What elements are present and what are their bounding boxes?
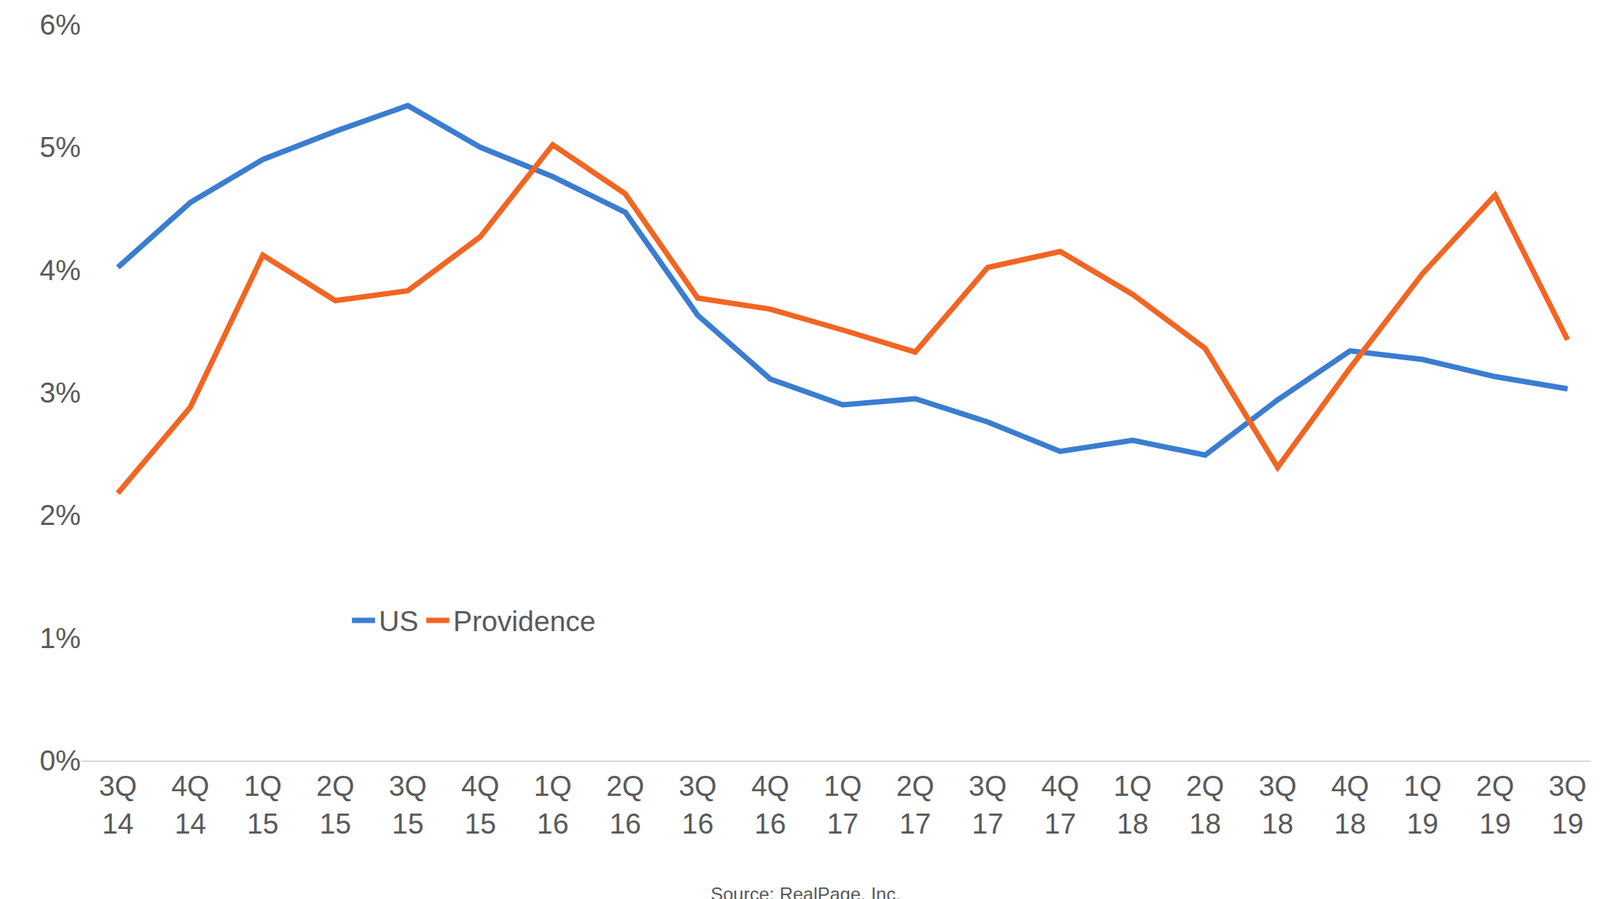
svg-text:3Q18: 3Q18 (1258, 770, 1297, 840)
svg-text:Source: RealPage, Inc.: Source: RealPage, Inc. (710, 883, 901, 899)
svg-text:4Q15: 4Q15 (461, 770, 499, 840)
svg-text:2Q15: 2Q15 (316, 770, 355, 840)
svg-text:1Q16: 1Q16 (533, 770, 572, 840)
svg-text:Providence: Providence (453, 605, 596, 638)
svg-text:3Q17: 3Q17 (968, 770, 1007, 840)
svg-text:2Q17: 2Q17 (896, 770, 934, 840)
svg-text:3Q15: 3Q15 (388, 770, 427, 840)
svg-text:4Q14: 4Q14 (171, 770, 210, 840)
svg-text:4Q18: 4Q18 (1331, 770, 1370, 840)
svg-text:1Q17: 1Q17 (823, 770, 862, 840)
svg-text:2Q16: 2Q16 (605, 770, 644, 840)
svg-text:4%: 4% (40, 254, 81, 287)
svg-text:4Q16: 4Q16 (751, 770, 790, 840)
svg-text:3%: 3% (40, 377, 81, 409)
svg-text:6%: 6% (40, 9, 81, 41)
svg-text:0%: 0% (40, 745, 81, 777)
svg-text:4Q17: 4Q17 (1041, 770, 1079, 840)
svg-text:1%: 1% (40, 622, 81, 655)
svg-text:US: US (378, 605, 419, 638)
svg-text:1Q19: 1Q19 (1403, 770, 1442, 840)
svg-text:2Q19: 2Q19 (1476, 770, 1514, 840)
svg-text:3Q19: 3Q19 (1548, 770, 1587, 840)
svg-text:2Q18: 2Q18 (1185, 770, 1224, 840)
svg-text:1Q18: 1Q18 (1113, 770, 1152, 840)
svg-text:5%: 5% (40, 131, 81, 164)
svg-text:3Q14: 3Q14 (98, 770, 137, 840)
svg-text:1Q15: 1Q15 (244, 770, 282, 840)
svg-text:2%: 2% (40, 499, 81, 532)
svg-text:3Q16: 3Q16 (679, 770, 717, 840)
